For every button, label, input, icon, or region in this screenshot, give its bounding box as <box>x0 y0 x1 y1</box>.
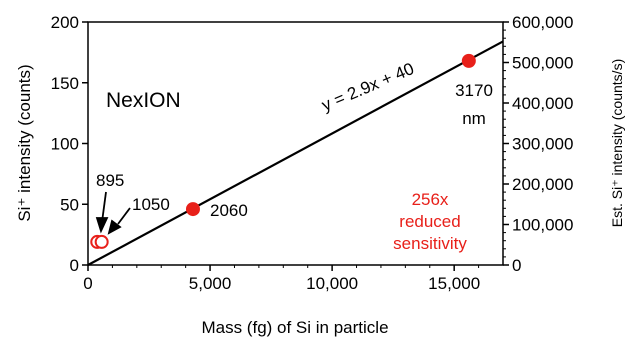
data-point-1050 <box>96 236 108 248</box>
y2-tick-label: 400,000 <box>512 94 573 113</box>
fit-line <box>88 41 503 265</box>
y-tick-label: 0 <box>70 256 79 275</box>
y-tick-label: 200 <box>51 13 79 32</box>
arrow-1050 <box>109 208 130 233</box>
instrument-label: NexION <box>106 89 181 112</box>
x-tick-label: 0 <box>83 274 92 293</box>
sensitivity-line-3: sensitivity <box>393 234 467 253</box>
data-point-3170-nm <box>463 55 475 67</box>
y-tick-label: 50 <box>60 195 79 214</box>
y2-tick-label: 500,000 <box>512 54 573 73</box>
x-axis-title: Mass (fg) of Si in particle <box>201 318 388 337</box>
fit-equation: y = 2.9x + 40 <box>319 59 417 115</box>
y2-tick-label: 100,000 <box>512 216 573 235</box>
y-tick-label: 100 <box>51 135 79 154</box>
x-tick-label: 15,000 <box>428 274 480 293</box>
ticks-layer: 0 5,000 10,000 15,000 0 50 100 150 200 0 100,000 20… <box>51 13 574 293</box>
y2-tick-label: 200,000 <box>512 175 573 194</box>
y2-tick-label: 0 <box>512 256 521 275</box>
fit-line-layer <box>88 41 503 265</box>
label-895: 895 <box>96 171 124 190</box>
x-tick-label: 10,000 <box>306 274 358 293</box>
y2-tick-label: 600,000 <box>512 13 573 32</box>
label-2060: 2060 <box>210 201 248 220</box>
label-3170: 3170 <box>455 81 493 100</box>
sensitivity-line-1: 256x <box>412 190 449 209</box>
y2-axis-title: Est. Si⁺ intensity (counts/s) <box>609 59 625 227</box>
label-1050: 1050 <box>132 195 170 214</box>
label-3170-unit: nm <box>462 109 486 128</box>
y-axis-title: Si⁺ intensity (counts) <box>15 64 34 221</box>
x-tick-label: 5,000 <box>189 274 232 293</box>
sensitivity-line-2: reduced <box>399 212 460 231</box>
y2-tick-label: 300,000 <box>512 135 573 154</box>
arrow-895 <box>97 192 107 231</box>
data-point-2060 <box>187 203 199 215</box>
y-tick-label: 150 <box>51 74 79 93</box>
